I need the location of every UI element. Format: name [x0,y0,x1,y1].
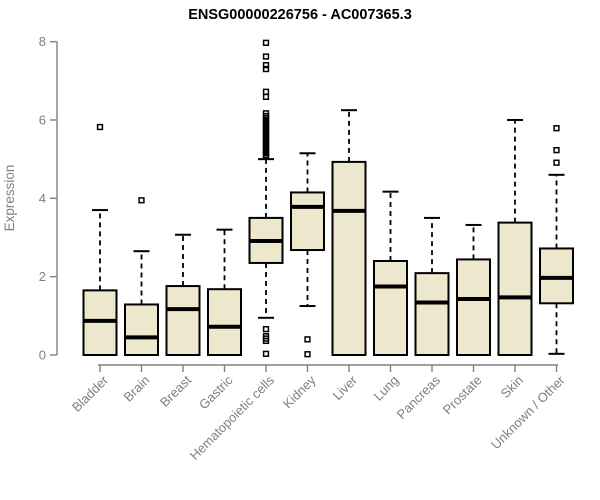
outlier-point [262,39,270,46]
outlier-point [262,53,270,60]
boxplot-brain [124,197,159,357]
x-tick-label-bladder: Bladder [69,372,112,415]
outlier-point [262,65,270,73]
outlier-point [553,146,560,154]
outlier-point [96,123,104,131]
outlier-point [262,61,270,69]
iqr-box [456,258,491,356]
x-tick-label-liver: Liver [330,372,361,403]
iqr-box [207,288,242,356]
x-tick-label-gastric: Gastric [196,372,236,412]
iqr-box [290,191,325,252]
outlier-point [262,93,270,101]
y-axis: 0 2 4 6 8 [39,34,58,363]
boxplot-gastric [207,228,242,356]
iqr-box [331,160,367,356]
boxplot-kidney [290,152,325,358]
y-axis-label: Expression [2,165,17,232]
outlier-point [262,333,270,340]
outlier-point [138,197,145,204]
boxplot-prostate [456,223,491,356]
x-tick-label-kidney: Kidney [280,372,319,411]
outlier-point [262,88,270,95]
boxplot-bladder [82,123,118,357]
boxplot-skin [497,118,533,356]
y-tick-label-8: 8 [39,34,46,49]
boxplot-pancreas [414,216,450,357]
outlier-point [553,125,560,132]
boxplot-lung [373,190,408,357]
x-tick-label-unknown-other: Unknown / Other [488,372,568,452]
iqr-box [165,285,201,356]
boxplot-hematopoietic-cells [248,39,284,357]
x-tick-label-prostate: Prostate [440,373,485,418]
outlier-point [262,110,270,117]
y-tick-label-2: 2 [39,269,46,284]
boxplot-liver [331,109,367,356]
chart-title: ENSG00000226756 - AC007365.3 [188,7,412,23]
y-tick-label-6: 6 [39,112,46,127]
outlier-point [262,350,270,357]
iqr-box [124,303,159,357]
boxplot-breast [165,233,201,356]
outlier-point [553,159,560,166]
x-tick-label-brain: Brain [121,373,153,405]
x-tick-label-lung: Lung [371,373,402,404]
iqr-box [414,272,450,357]
outlier-point [262,325,270,333]
x-tick-label-skin: Skin [498,373,526,401]
boxplot-unknown-other [539,125,574,355]
x-tick-label-breast: Breast [157,372,194,409]
outlier-point [304,351,311,358]
iqr-box [373,259,408,357]
y-tick-label-0: 0 [39,348,46,363]
outlier-point [304,336,311,343]
iqr-box [497,221,533,356]
y-tick-label-4: 4 [39,191,46,206]
x-tick-label-pancreas: Pancreas [394,372,444,422]
